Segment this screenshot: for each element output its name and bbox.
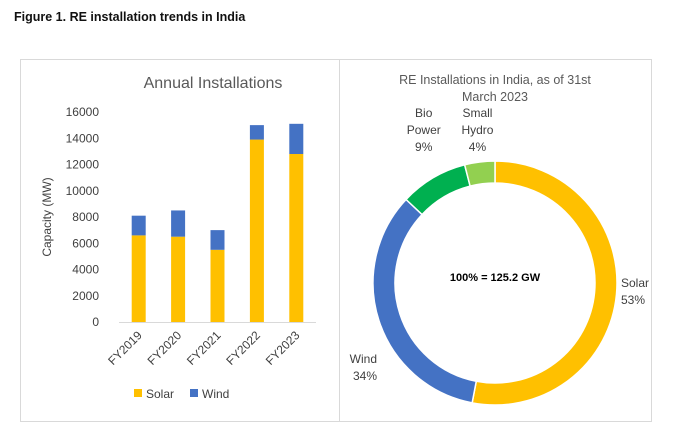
y-tick-label: 12000 xyxy=(66,158,100,172)
bar-wind xyxy=(171,210,186,237)
donut-center-label: 100% = 125.2 GW xyxy=(450,272,541,284)
bar-wind xyxy=(131,215,146,236)
donut-data-label-line: Wind xyxy=(350,352,377,366)
donut-data-label-line: Small xyxy=(462,106,492,120)
bar-chart-panel: Annual Installations Capacity (MW) 0 2000 40… xyxy=(20,59,341,422)
donut-chart-title: March 2023 xyxy=(462,90,528,104)
bar-solar xyxy=(289,154,304,322)
x-tick-label: FY2022 xyxy=(223,328,263,368)
donut-data-label-line: Power xyxy=(407,123,441,137)
donut-slice-wind xyxy=(372,198,478,404)
bar-wind xyxy=(249,125,264,140)
donut-chart-title: RE Installations in India, as of 31st xyxy=(399,73,591,87)
bar-wind xyxy=(289,123,304,154)
legend-swatch-wind xyxy=(190,389,198,397)
donut-data-label-line: 53% xyxy=(621,293,645,307)
y-tick-label: 8000 xyxy=(72,210,99,224)
figure-title: Figure 1. RE installation trends in Indi… xyxy=(14,10,246,24)
legend-label-wind: Wind xyxy=(202,387,229,401)
legend-swatch-solar xyxy=(134,389,142,397)
y-tick-label: 4000 xyxy=(72,263,99,277)
donut-data-label-solar: Solar 53% xyxy=(621,276,649,307)
donut-data-label-wind: Wind 34% xyxy=(350,352,378,383)
donut-slice-solar xyxy=(471,160,618,406)
bar-solar xyxy=(171,236,186,322)
donut-data-label-line: 9% xyxy=(415,140,433,154)
donut-data-label-small-hydro: Small Hydro 4% xyxy=(461,106,493,154)
y-tick-label: 14000 xyxy=(66,131,100,145)
y-tick-label: 10000 xyxy=(66,184,100,198)
donut-data-label-line: Bio xyxy=(415,106,433,120)
donut-data-label-bio-power: Bio Power 9% xyxy=(407,106,441,154)
y-tick-label: 2000 xyxy=(72,289,99,303)
bar-wind xyxy=(210,230,225,250)
bar-chart: Annual Installations Capacity (MW) 0 2000 40… xyxy=(40,75,316,401)
donut-slice-small-hydro xyxy=(463,160,496,188)
bar-chart-title: Annual Installations xyxy=(144,75,283,92)
x-tick-label: FY2021 xyxy=(184,328,224,368)
x-tick-label: FY2019 xyxy=(105,328,145,368)
y-axis-label: Capacity (MW) xyxy=(40,177,54,256)
donut-data-label-line: 4% xyxy=(469,140,487,154)
bar-solar xyxy=(249,139,264,322)
donut-chart-panel: RE Installations in India, as of 31st Mar… xyxy=(339,59,652,422)
bar-solar xyxy=(210,249,225,322)
donut-data-label-line: Solar xyxy=(621,276,649,290)
donut-slice-bio-power xyxy=(405,163,472,216)
y-tick-label: 0 xyxy=(92,315,99,329)
legend-label-solar: Solar xyxy=(146,387,174,401)
donut-data-label-line: 34% xyxy=(353,369,377,383)
y-tick-label: 16000 xyxy=(66,105,100,119)
donut-data-label-line: Hydro xyxy=(461,123,493,137)
x-tick-label: FY2023 xyxy=(263,328,303,368)
donut-chart: RE Installations in India, as of 31st Mar… xyxy=(350,73,649,406)
y-tick-label: 6000 xyxy=(72,236,99,250)
bar-solar xyxy=(131,235,146,322)
x-tick-label: FY2020 xyxy=(145,328,185,368)
